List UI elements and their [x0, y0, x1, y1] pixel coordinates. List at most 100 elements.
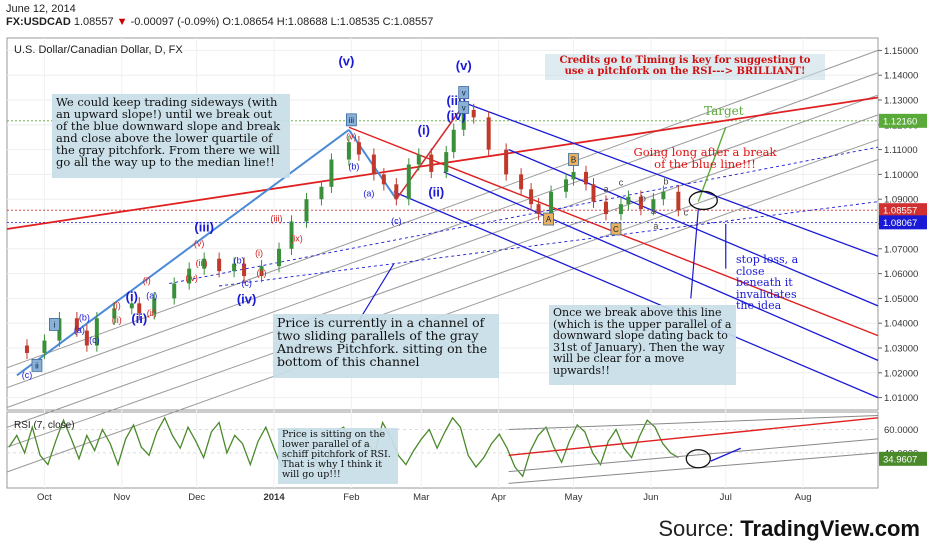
wave-label: (a): [74, 325, 85, 335]
price-tick-label: 1.14000: [884, 71, 918, 82]
candle-body: [242, 263, 247, 277]
wave-label: (ix): [290, 233, 303, 243]
breakout-note: Once we break above this line (which is …: [549, 305, 736, 385]
red-median-line: [6, 96, 879, 230]
rsi-pitchfork-line: [508, 438, 879, 473]
candle-body: [519, 174, 524, 190]
time-tick-label: Jul: [720, 492, 732, 503]
time-tick-label: Nov: [113, 492, 130, 503]
point-marker-box: [568, 153, 579, 166]
time-tick-label: Mar: [413, 492, 429, 503]
candle-body: [638, 196, 643, 210]
candle-body: [504, 149, 509, 175]
point-marker-box: [31, 358, 43, 372]
wave-label: (iv): [237, 291, 257, 306]
low-value: L:1.08535: [330, 16, 380, 28]
price-tick-label: 1.02000: [884, 368, 918, 379]
chart-date: June 12, 2014: [6, 3, 76, 15]
candle-body: [277, 248, 282, 267]
wave-label: (ii): [428, 185, 444, 200]
wave-label: (a): [146, 290, 157, 300]
candle-body: [429, 154, 434, 172]
candle-body: [259, 266, 264, 277]
time-tick-label: May: [565, 492, 583, 503]
wave-label: (i): [126, 289, 138, 304]
drawing-tools: [6, 49, 879, 473]
rsi-pane[interactable]: [6, 411, 879, 489]
point-marker-label: ii: [35, 361, 39, 370]
candle-body: [471, 109, 476, 118]
rsi-pitchfork-median: [508, 417, 879, 456]
price-tick-label: 1.15000: [884, 46, 918, 57]
price-tick-label: 1.07000: [884, 244, 918, 255]
high-value: H:1.08688: [276, 16, 328, 28]
candle-body: [94, 318, 99, 346]
price-tick-label: 1.06000: [884, 269, 918, 280]
time-tick-label: Jun: [643, 492, 658, 503]
price-tick-label: 1.11000: [884, 145, 918, 156]
pitchfork-gray-line: [6, 114, 879, 428]
candle-body: [319, 186, 324, 200]
source-credit: Source: TradingView.com: [658, 516, 920, 541]
wave-label: (ii): [112, 315, 122, 325]
wave-label: (iii): [271, 214, 283, 224]
down-arrow-icon: ▼: [116, 16, 128, 28]
rsi-highlight-circle: [685, 449, 711, 469]
candle-body: [356, 142, 361, 155]
wave-label: (v): [194, 238, 205, 248]
candle-body: [24, 345, 29, 353]
rsi-badge: [879, 451, 927, 466]
candle-body: [444, 152, 449, 172]
wave-label: (i): [418, 123, 430, 138]
wave-label: (c): [241, 278, 252, 288]
price-badge-label: 1.12160: [883, 116, 917, 127]
price-tick-label: 1.13000: [884, 96, 918, 107]
rsi-line: [8, 416, 679, 478]
wave-label: (iii): [194, 219, 214, 234]
candle-body: [461, 109, 466, 130]
point-marker-label: v: [462, 103, 466, 112]
price-tick-label: 1.10000: [884, 170, 918, 181]
target-arrow: [697, 127, 727, 202]
candle-body: [406, 164, 411, 200]
point-marker-box: [543, 212, 554, 226]
price-tick-label: 1.03000: [884, 344, 918, 355]
candle-body: [42, 340, 47, 353]
candle-body: [416, 154, 421, 165]
wave-label: a: [653, 221, 658, 231]
price-badge: [879, 203, 927, 218]
price-tick-label: 1.04000: [884, 319, 918, 330]
open-value: O:1.08654: [222, 16, 274, 28]
wave-label: (v): [456, 58, 472, 73]
wave-trendline: [16, 128, 350, 377]
candle-body: [329, 159, 334, 187]
point-marker-label: v: [462, 89, 466, 98]
credits-note: Credits go to Timing is key for suggesti…: [545, 54, 825, 80]
candle-body: [486, 117, 491, 150]
wave-label: (iv): [185, 273, 198, 283]
point-marker-box: [458, 86, 470, 99]
candlestick-series: [24, 103, 681, 360]
candle-body: [217, 258, 222, 272]
time-tick-label: Dec: [188, 492, 205, 503]
candle-body: [571, 171, 576, 180]
wave-labels: (v) (v) (iii) (iv) (i) (ii) (iii) (iv) (i) (ii) (b…: [22, 53, 689, 379]
time-tick-label: Oct: [37, 492, 52, 503]
point-marker-label: C: [613, 225, 619, 234]
wave-label: (c): [89, 335, 100, 345]
point-marker-label: iii: [349, 116, 355, 125]
sideways-note: We could keep trading sideways (with an …: [52, 94, 290, 178]
breakout-arrow: [690, 209, 699, 299]
candle-body: [187, 268, 192, 284]
candle-body: [584, 171, 589, 185]
wave-label: c: [684, 207, 689, 217]
point-marker-box: [610, 222, 622, 236]
going-long-note: Going long after a break of the blue lin…: [633, 145, 777, 172]
point-marker-label: A: [546, 215, 552, 224]
candle-body: [202, 258, 207, 269]
blue-channel-line: [393, 191, 879, 399]
price-badge-label: 1.08557: [883, 206, 917, 217]
candle-body: [661, 191, 666, 200]
candle-body: [74, 318, 79, 331]
price-tick-label: 1.05000: [884, 294, 918, 305]
